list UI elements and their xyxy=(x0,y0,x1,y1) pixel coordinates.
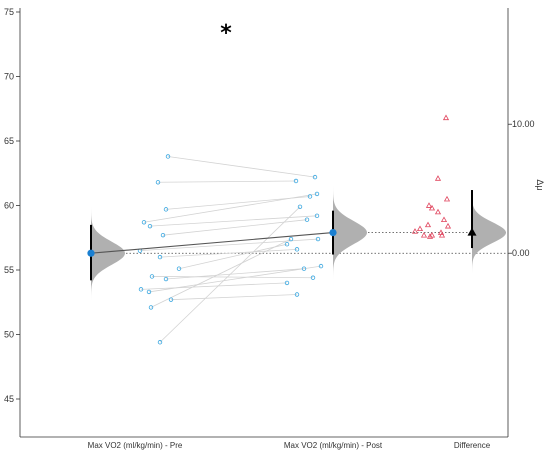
left-tick-label: 75 xyxy=(4,7,14,17)
difference-point xyxy=(420,231,428,238)
right-axis-title: Δμ xyxy=(535,179,545,190)
category-labels: Max VO2 (ml/kg/min) - Pre Max VO2 (ml/kg… xyxy=(88,441,491,450)
post-point xyxy=(294,292,300,297)
post-point xyxy=(288,236,294,242)
paired-line xyxy=(178,243,288,270)
category-label-difference: Difference xyxy=(454,441,491,450)
post-point xyxy=(318,263,324,269)
paired-line xyxy=(150,238,292,308)
pre-point xyxy=(163,276,169,282)
difference-point xyxy=(424,221,432,228)
kde-pre xyxy=(91,195,125,312)
paired-line xyxy=(167,156,316,178)
significance-annotation: * xyxy=(220,21,232,46)
pre-mean-marker xyxy=(87,249,95,257)
pre-point xyxy=(157,340,163,345)
difference-point xyxy=(434,208,442,215)
paired-line xyxy=(162,219,308,236)
difference-point xyxy=(444,222,452,229)
points-group xyxy=(137,114,452,345)
paired-line xyxy=(159,206,301,343)
mean-connector-line xyxy=(90,232,334,254)
post-point xyxy=(307,194,313,199)
difference-point xyxy=(416,225,424,232)
right-tick-label: 10.00 xyxy=(512,119,535,129)
paired-line xyxy=(157,180,297,183)
post-point xyxy=(315,236,321,242)
difference-point xyxy=(411,228,419,234)
difference-point xyxy=(438,231,446,238)
difference-point xyxy=(443,195,451,202)
pre-point xyxy=(141,220,147,225)
axes xyxy=(19,8,509,438)
pre-point xyxy=(160,232,166,238)
pre-point xyxy=(148,305,154,310)
paired-line xyxy=(140,282,288,290)
paired-lines-group xyxy=(139,156,322,343)
pre-point xyxy=(147,223,153,229)
left-tick-label: 65 xyxy=(4,136,14,146)
post-point xyxy=(314,213,320,219)
difference-point xyxy=(428,204,436,211)
paired-line xyxy=(148,265,322,293)
category-label-pre: Max VO2 (ml/kg/min) - Pre xyxy=(88,441,183,450)
paired-line xyxy=(151,276,314,279)
pre-point xyxy=(146,289,152,295)
post-point xyxy=(284,241,290,247)
post-point xyxy=(297,204,303,209)
pre-point xyxy=(138,287,144,292)
left-tick-label: 50 xyxy=(4,330,14,340)
left-tick-group: 45 50 55 60 65 70 75 xyxy=(4,7,20,404)
paired-line xyxy=(139,238,319,252)
paired-line xyxy=(165,268,305,280)
post-point xyxy=(284,280,290,286)
paired-line xyxy=(170,294,298,301)
difference-point xyxy=(440,216,448,223)
kde-difference xyxy=(472,187,506,278)
summary-group xyxy=(87,190,477,281)
pre-point xyxy=(149,274,155,279)
difference-point xyxy=(434,175,442,181)
post-point xyxy=(301,266,307,271)
paired-line xyxy=(159,248,298,258)
post-point xyxy=(294,247,300,252)
difference-point xyxy=(425,202,433,208)
post-point xyxy=(314,191,320,197)
post-point xyxy=(312,174,318,180)
pre-point xyxy=(176,266,182,271)
left-tick-label: 70 xyxy=(4,72,14,82)
kde-post xyxy=(333,178,367,287)
difference-point xyxy=(442,114,450,121)
category-label-post: Max VO2 (ml/kg/min) - Post xyxy=(284,441,383,450)
post-point xyxy=(293,178,299,184)
difference-mean-marker xyxy=(467,227,477,236)
pre-point xyxy=(163,207,169,212)
left-tick-label: 55 xyxy=(4,265,14,275)
post-mean-marker xyxy=(329,228,337,237)
post-point xyxy=(304,217,310,222)
pre-point xyxy=(168,297,174,302)
pre-point xyxy=(165,154,171,159)
post-point xyxy=(310,275,316,280)
pre-point xyxy=(157,254,163,260)
kde-group xyxy=(91,178,506,312)
left-tick-label: 45 xyxy=(4,394,14,404)
difference-point xyxy=(426,233,434,239)
right-tick-group: 0.00 10.00 xyxy=(508,119,535,258)
pre-point xyxy=(155,180,161,185)
paired-line xyxy=(143,193,318,223)
right-tick-label: 0.00 xyxy=(512,248,530,258)
left-tick-label: 60 xyxy=(4,201,14,211)
